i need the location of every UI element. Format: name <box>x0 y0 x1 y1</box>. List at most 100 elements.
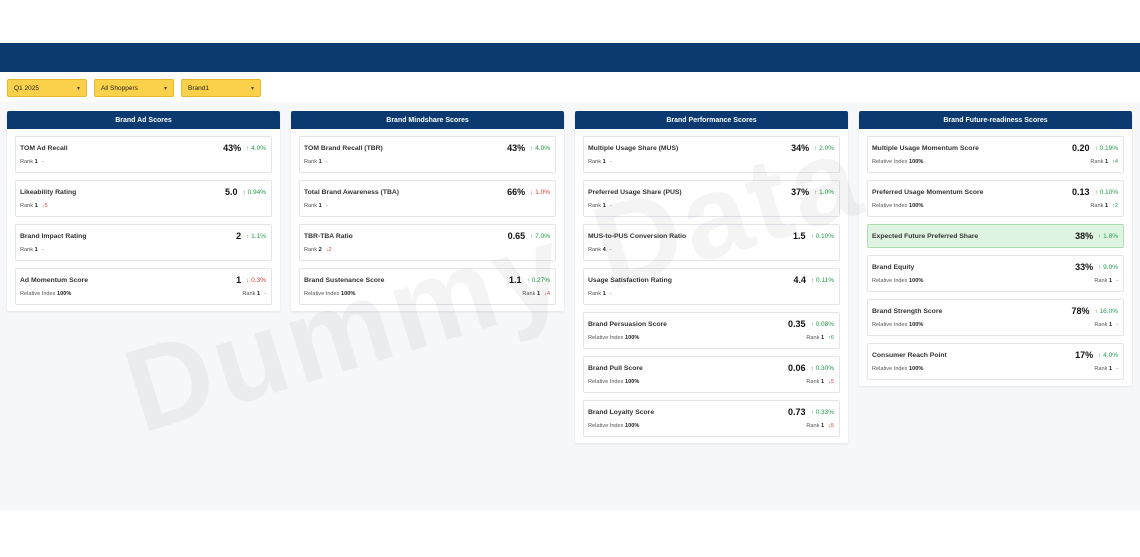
change-value: 4.0% <box>535 144 550 152</box>
rank-group: Rank 1- <box>588 159 612 165</box>
relative-index-group: Relative Index 100% <box>588 379 639 385</box>
metric-detail-row: Rank 1- <box>588 157 834 166</box>
change-indicator: ↑ 0.30% <box>811 365 835 372</box>
metric-value-group: 78% ↑ 16.0% <box>1071 306 1118 316</box>
rank-value: 1 <box>34 158 38 165</box>
metric-card-consumer-reach-point[interactable]: Consumer Reach Point 17% ↑ 4.0% Relative In… <box>867 343 1124 380</box>
rank-group: Rank 1 ↓5 <box>20 203 48 209</box>
shopper-select-label: All Shoppers <box>101 84 138 92</box>
change-value: 0.10% <box>815 232 834 240</box>
metric-value: 0.13 <box>1071 187 1090 197</box>
metric-card-brand-loyalty-score[interactable]: Brand Loyalty Score 0.73 ↑ 0.33% Relative I… <box>583 400 840 437</box>
change-value: 0.11% <box>816 276 834 284</box>
relative-index-value: 100% <box>341 290 356 297</box>
change-indicator: ↑ 9.0% <box>1098 264 1118 271</box>
relative-index-group: Relative Index 100% <box>872 203 923 209</box>
metric-detail-row: Rank 1- <box>20 157 266 166</box>
period-select[interactable]: Q1 2025 ▾ <box>7 79 87 97</box>
change-indicator: ↑ 1.8% <box>1098 233 1118 240</box>
rank-change: - <box>609 290 612 297</box>
arrow-up-icon: ↑ <box>1098 351 1104 359</box>
rank-group: Rank 2 ↓2 <box>304 247 332 253</box>
rank-label: Rank <box>304 246 318 253</box>
rank-change: - <box>41 158 44 165</box>
metric-value: 4.4 <box>793 275 806 285</box>
rank-group: Rank 4- <box>588 247 612 253</box>
rank-label: Rank <box>522 290 536 297</box>
chevron-down-icon: ▾ <box>76 85 80 92</box>
metric-name: Brand Impact Rating <box>20 232 87 240</box>
metric-value-group: 43% ↑ 4.0% <box>507 143 550 153</box>
metric-detail-row: Relative Index 100% Rank 1- <box>872 364 1118 373</box>
rank-change: ↑4 <box>1112 159 1118 165</box>
change-indicator: ↑ 0.11% <box>811 277 834 284</box>
metric-header-row: TOM Ad Recall 43% ↑ 4.0% <box>20 142 266 154</box>
metric-card-tbr-tba-ratio[interactable]: TBR-TBA Ratio 0.65 ↑ 7.0% Rank 2 ↓2 <box>299 224 556 261</box>
metric-card-preferred-usage-momentum-score[interactable]: Preferred Usage Momentum Score 0.13 ↑ 0.10… <box>867 180 1124 217</box>
metric-value-group: 17% ↑ 4.0% <box>1075 350 1118 360</box>
rank-change: ↓5 <box>828 423 834 429</box>
metric-detail-row: Rank 2 ↓2 <box>304 245 550 254</box>
rank-value: 1 <box>1104 202 1109 209</box>
metric-card-brand-sustenance-score[interactable]: Brand Sustenance Score 1.1 ↑ 0.27% Relative… <box>299 268 556 305</box>
metric-name: Brand Sustenance Score <box>304 276 385 284</box>
metric-name: Expected Future Preferred Share <box>872 232 979 240</box>
metric-card-brand-pull-score[interactable]: Brand Pull Score 0.06 ↑ 0.30% Relative Inde… <box>583 356 840 393</box>
metric-card-likeability-rating[interactable]: Likeability Rating 5.0 ↑ 0.94% Rank 1 ↓5 <box>15 180 272 217</box>
metric-card-multiple-usage-momentum-score[interactable]: Multiple Usage Momentum Score 0.20 ↑ 0.19%… <box>867 136 1124 173</box>
rank-label: Rank <box>806 422 820 429</box>
column-brand-ad-scores: Brand Ad Scores TOM Ad Recall 43% ↑ 4.0% Ran… <box>7 111 280 311</box>
metric-detail-row: Rank 1- <box>588 201 834 210</box>
metric-card-multiple-usage-share-mus[interactable]: Multiple Usage Share (MUS) 34% ↑ 2.0% Rank … <box>583 136 840 173</box>
rank-change-value: 6 <box>830 334 834 341</box>
metric-card-preferred-usage-share-pus[interactable]: Preferred Usage Share (PUS) 37% ↑ 1.0% Rank… <box>583 180 840 217</box>
metric-card-total-brand-awareness-tba[interactable]: Total Brand Awareness (TBA) 66% ↓ 1.0% Rank… <box>299 180 556 217</box>
arrow-up-icon: ↑ <box>246 144 252 152</box>
relative-index-label: Relative Index <box>588 422 624 429</box>
rank-change: - <box>1116 365 1118 372</box>
metric-header-row: Total Brand Awareness (TBA) 66% ↓ 1.0% <box>304 186 550 198</box>
rank-label: Rank <box>588 202 602 209</box>
metric-card-brand-persuasion-score[interactable]: Brand Persuasion Score 0.35 ↑ 0.08% Relativ… <box>583 312 840 349</box>
metric-header-row: TOM Brand Recall (TBR) 43% ↑ 4.0% <box>304 142 550 154</box>
metric-value: 17% <box>1075 350 1094 360</box>
arrow-down-icon: ↓ <box>530 188 536 196</box>
metric-card-brand-equity[interactable]: Brand Equity 33% ↑ 9.0% Relative Index 100%… <box>867 255 1124 292</box>
rank-label: Rank <box>1094 321 1108 328</box>
brand-select[interactable]: Brand1 ▾ <box>181 79 261 97</box>
rank-value: 1 <box>602 158 606 165</box>
metric-name: TBR-TBA Ratio <box>304 232 353 240</box>
rank-change: - <box>325 202 328 209</box>
change-indicator: ↑ 1.1% <box>246 233 266 240</box>
metric-card-usage-satisfaction-rating[interactable]: Usage Satisfaction Rating 4.4 ↑ 0.11% Rank … <box>583 268 840 305</box>
relative-index-label: Relative Index <box>872 277 908 284</box>
metric-name: Total Brand Awareness (TBA) <box>304 188 400 196</box>
rank-group: Rank 1- <box>304 159 328 165</box>
rank-change: - <box>1116 277 1118 284</box>
relative-index-group: Relative Index 100% <box>588 335 639 341</box>
shopper-select[interactable]: All Shoppers ▾ <box>94 79 174 97</box>
rank-change-value: 5 <box>830 378 834 385</box>
metric-header-row: Likeability Rating 5.0 ↑ 0.94% <box>20 186 266 198</box>
rank-value: 1 <box>602 202 606 209</box>
arrow-up-icon: ↑ <box>810 320 816 328</box>
card-list: TOM Ad Recall 43% ↑ 4.0% Rank 1- Likeability… <box>7 129 280 305</box>
metric-card-ad-momentum-score[interactable]: Ad Momentum Score 1 ↓ 0.3% Relative Index 1… <box>15 268 272 305</box>
metric-value: 1.1 <box>508 275 522 285</box>
metric-card-mus-to-pus-conversion-ratio[interactable]: MUS-to-PUS Conversion Ratio 1.5 ↑ 0.10% Ran… <box>583 224 840 261</box>
arrow-up-icon: ↑ <box>526 276 532 284</box>
rank-label: Rank <box>588 290 602 297</box>
metric-card-brand-impact-rating[interactable]: Brand Impact Rating 2 ↑ 1.1% Rank 1- <box>15 224 272 261</box>
rank-label: Rank <box>588 158 602 165</box>
metric-card-brand-strength-score[interactable]: Brand Strength Score 78% ↑ 16.0% Relative I… <box>867 299 1124 336</box>
change-value: 0.33% <box>815 408 834 416</box>
arrow-down-icon: ↓ <box>246 276 252 284</box>
metric-name: Usage Satisfaction Rating <box>588 276 672 284</box>
change-value: 0.10% <box>1099 188 1118 196</box>
metric-value-group: 0.65 ↑ 7.0% <box>508 231 550 241</box>
rank-change-value: 5 <box>44 202 48 209</box>
metric-card-tom-brand-recall-tbr[interactable]: TOM Brand Recall (TBR) 43% ↑ 4.0% Rank 1- <box>299 136 556 173</box>
metric-card-tom-ad-recall[interactable]: TOM Ad Recall 43% ↑ 4.0% Rank 1- <box>15 136 272 173</box>
metric-value-group: 0.20 ↑ 0.19% <box>1072 143 1118 153</box>
metric-card-expected-future-preferred-share[interactable]: Expected Future Preferred Share 38% ↑ 1.8% <box>867 224 1124 248</box>
